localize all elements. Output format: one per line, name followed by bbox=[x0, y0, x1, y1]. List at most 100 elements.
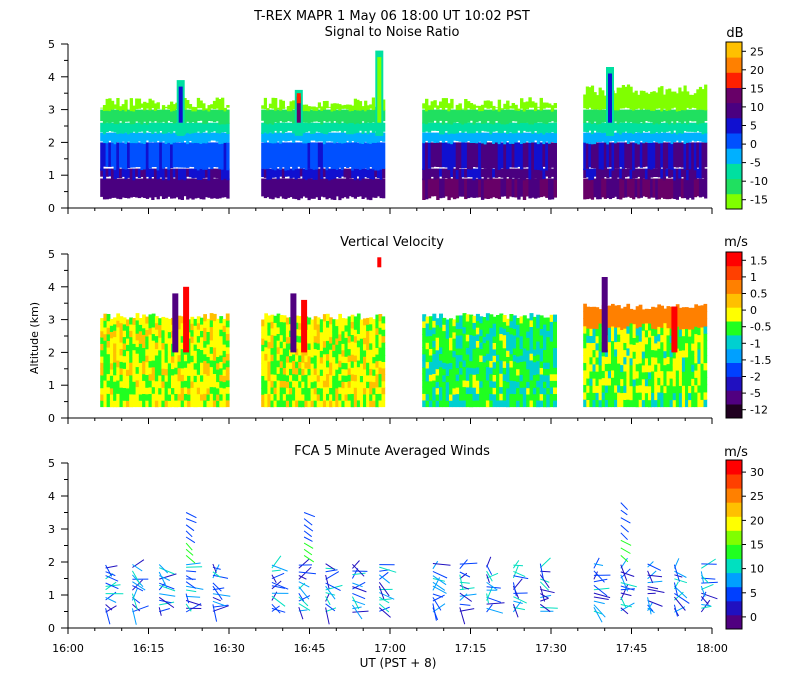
velocity-cell bbox=[432, 366, 437, 374]
velocity-cell bbox=[598, 350, 603, 359]
snr-cell bbox=[312, 132, 316, 141]
velocity-cell bbox=[691, 392, 695, 400]
velocity-cell bbox=[516, 337, 521, 344]
wind-vector bbox=[701, 604, 711, 607]
snr-cell bbox=[444, 142, 448, 168]
snr-cell bbox=[680, 132, 685, 141]
snr-cell bbox=[583, 122, 587, 132]
velocity-cell bbox=[193, 356, 198, 364]
velocity-cell bbox=[313, 354, 318, 362]
velocity-cell bbox=[660, 370, 664, 379]
velocity-cell bbox=[703, 355, 708, 364]
snr-cell bbox=[427, 168, 432, 180]
velocity-cell bbox=[469, 367, 474, 375]
snr-cell bbox=[281, 142, 285, 168]
snr-cell bbox=[614, 142, 618, 169]
velocity-cell bbox=[526, 387, 531, 395]
velocity-cell bbox=[496, 386, 500, 394]
snr-cell bbox=[583, 132, 587, 143]
velocity-cell bbox=[122, 393, 127, 401]
velocity-cell bbox=[119, 387, 124, 395]
velocity-cell bbox=[512, 393, 517, 401]
velocity-cell bbox=[485, 353, 490, 361]
velocity-cell bbox=[620, 371, 624, 380]
snr-cell bbox=[279, 142, 283, 170]
velocity-cell bbox=[482, 368, 487, 376]
velocity-cell bbox=[428, 380, 433, 388]
velocity-cell bbox=[359, 350, 364, 358]
snr-cell bbox=[447, 132, 451, 144]
velocity-cell bbox=[688, 307, 692, 316]
snr-cell bbox=[701, 109, 705, 124]
velocity-cell bbox=[313, 316, 318, 324]
velocity-cell bbox=[598, 343, 603, 352]
velocity-cell bbox=[366, 336, 370, 344]
snr-cell bbox=[657, 168, 661, 178]
velocity-cell bbox=[369, 342, 373, 350]
snr-cell bbox=[660, 109, 664, 122]
velocity-cell bbox=[678, 307, 683, 316]
snr-cell bbox=[611, 178, 615, 198]
snr-cell bbox=[175, 168, 179, 181]
velocity-cell bbox=[435, 337, 440, 344]
velocity-cell bbox=[209, 333, 214, 341]
wind-vector bbox=[539, 574, 550, 589]
velocity-cell bbox=[132, 318, 137, 325]
velocity-cell bbox=[604, 370, 609, 379]
snr-cell bbox=[583, 178, 587, 200]
velocity-cell bbox=[109, 318, 114, 326]
velocity-cell bbox=[106, 360, 111, 368]
snr-cell bbox=[317, 132, 321, 142]
velocity-cell bbox=[529, 379, 534, 388]
velocity-cell bbox=[148, 353, 153, 362]
wind-vector bbox=[352, 563, 365, 577]
velocity-cell bbox=[522, 347, 527, 355]
snr-cell bbox=[704, 132, 708, 143]
snr-cell bbox=[522, 122, 527, 131]
velocity-cell bbox=[359, 325, 364, 333]
snr-cell bbox=[698, 109, 703, 124]
snr-cell bbox=[688, 168, 692, 180]
snr-cell bbox=[593, 92, 597, 110]
snr-cell bbox=[634, 132, 638, 144]
colorbar-tick-label: -12 bbox=[750, 404, 768, 417]
velocity-cell bbox=[526, 400, 531, 408]
velocity-cell bbox=[167, 400, 172, 408]
velocity-cell bbox=[485, 366, 490, 374]
velocity-cell bbox=[465, 320, 470, 329]
velocity-cell bbox=[145, 355, 150, 363]
velocity-cell bbox=[432, 399, 437, 408]
snr-cell bbox=[124, 132, 128, 144]
velocity-cell bbox=[225, 373, 230, 381]
velocity-cell bbox=[489, 314, 494, 322]
velocity-cell bbox=[681, 342, 686, 351]
snr-cell bbox=[292, 100, 296, 110]
snr-cell bbox=[670, 109, 674, 122]
colorbar-tick-label: 10 bbox=[750, 563, 764, 576]
velocity-cell bbox=[282, 367, 287, 375]
velocity-cell bbox=[100, 318, 104, 325]
snr-cell bbox=[364, 122, 368, 132]
snr-cell bbox=[500, 168, 504, 178]
snr-cell bbox=[657, 122, 661, 134]
snr-cell bbox=[497, 122, 502, 134]
velocity-cell bbox=[138, 381, 143, 389]
snr-cell bbox=[210, 132, 214, 141]
snr-cell bbox=[289, 142, 293, 167]
velocity-cell bbox=[301, 362, 305, 369]
velocity-cell bbox=[700, 319, 705, 328]
snr-cell bbox=[100, 168, 104, 177]
snr-cell bbox=[204, 109, 209, 124]
velocity-cell bbox=[158, 337, 162, 345]
snr-cell bbox=[351, 178, 355, 198]
velocity-cell bbox=[595, 349, 600, 358]
snr-cell bbox=[673, 168, 677, 181]
snr-cell bbox=[194, 168, 198, 178]
snr-cell bbox=[550, 132, 555, 142]
velocity-cell bbox=[607, 399, 612, 408]
velocity-cell bbox=[512, 315, 517, 323]
velocity-cell bbox=[617, 377, 621, 386]
snr-cell bbox=[340, 168, 345, 177]
panel-title-velocity: Vertical Velocity bbox=[340, 235, 444, 250]
velocity-cell bbox=[499, 379, 504, 388]
